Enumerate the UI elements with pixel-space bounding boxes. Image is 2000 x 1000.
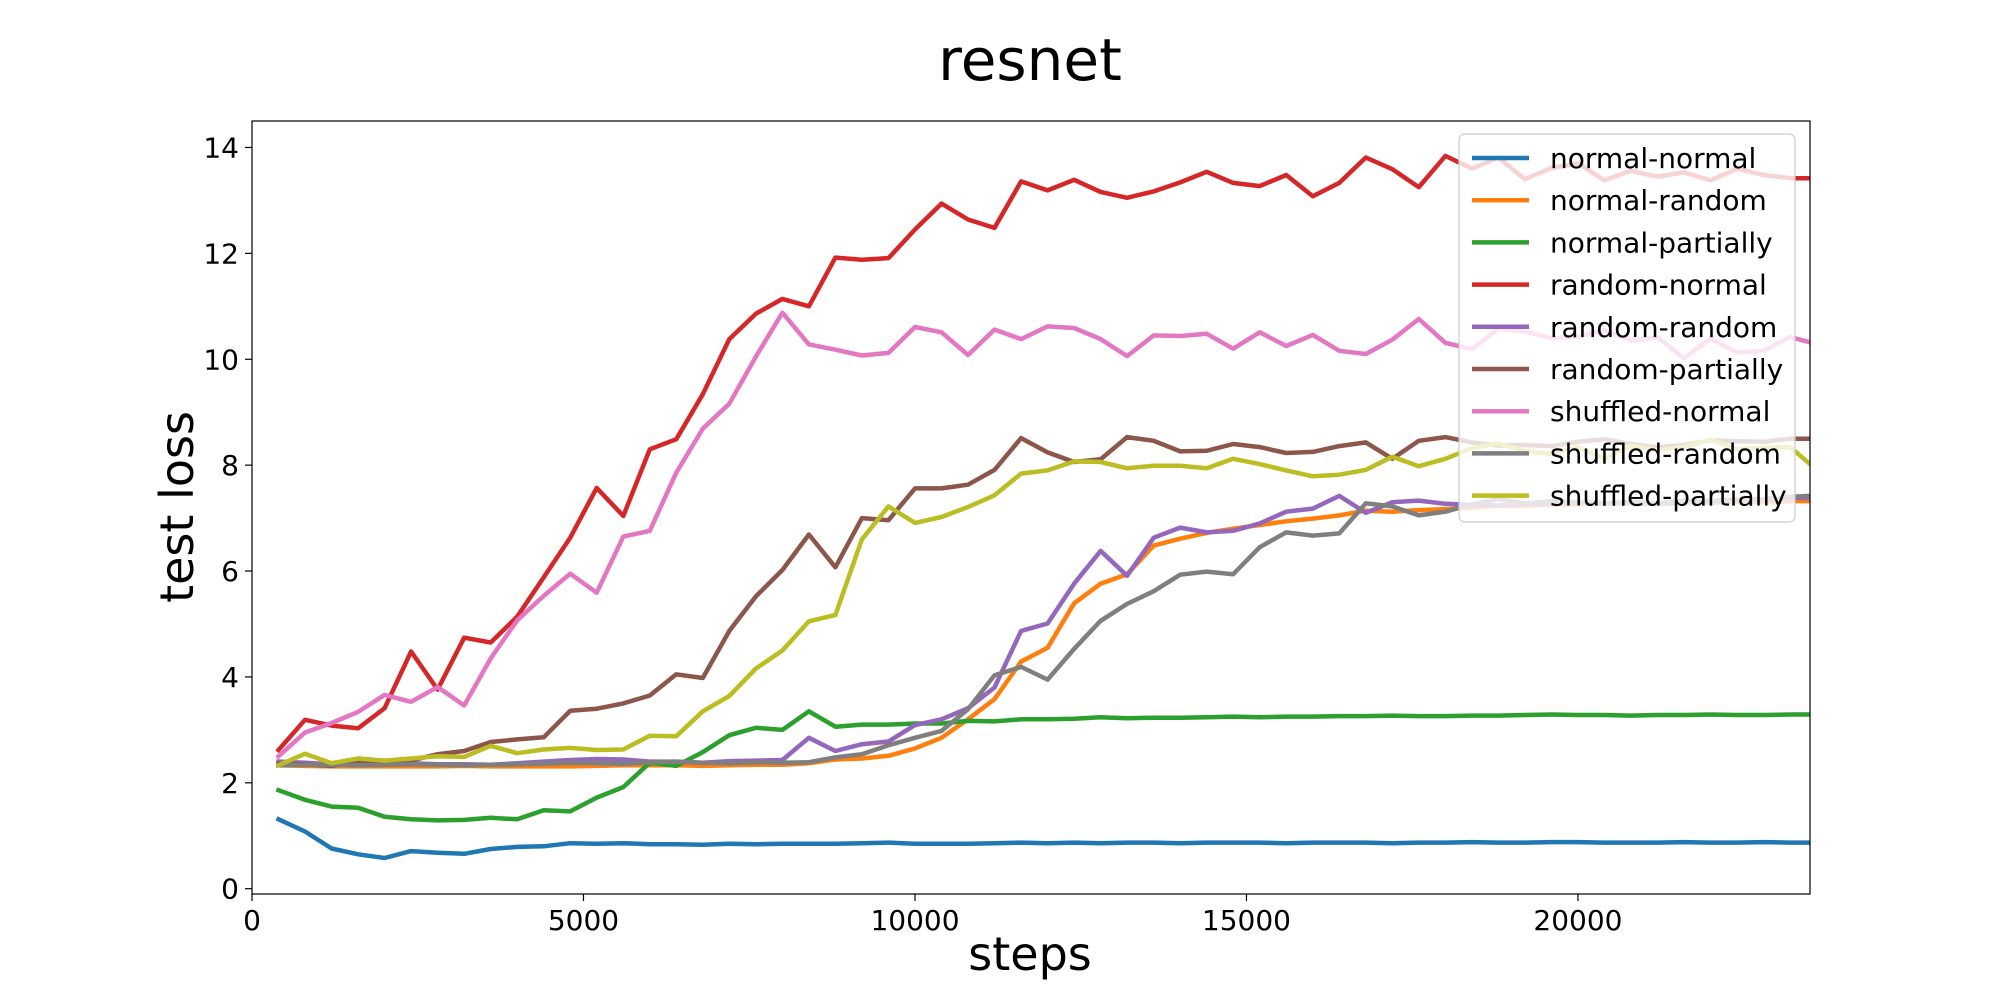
y-tick-label: 4 [221,661,239,694]
x-tick-label: 15000 [1202,904,1291,937]
y-tick-label: 6 [221,555,239,588]
legend-items: normal-normal normal-random normal-partial… [1472,142,1787,513]
x-tick-label: 10000 [870,904,959,937]
y-axis-title: test loss [150,411,204,603]
legend-label-random-normal: random-normal [1550,269,1767,302]
y-tick-label: 8 [221,449,239,482]
series-line-normal-partially [275,709,1810,823]
y-tick-label: 12 [203,237,239,270]
y-tick-label: 14 [203,131,239,164]
legend-label-normal-random: normal-random [1550,184,1767,217]
legend-label-shuffled-normal: shuffled-normal [1550,395,1770,428]
x-axis-title: steps [968,927,1091,981]
legend-box [1458,133,1796,523]
x-tick-label: 5000 [548,904,619,937]
plot-frame [251,120,1811,895]
y-tick-label: 2 [221,767,239,800]
y-axis: 0 2 4 6 8 10 12 14 [203,131,252,906]
legend-label-shuffled-partially: shuffled-partially [1550,480,1787,513]
x-tick-label: 0 [243,904,261,937]
series-line-normal-normal [275,816,1810,861]
legend-label-random-partially: random-partially [1550,353,1783,386]
x-tick-label: 20000 [1533,904,1622,937]
y-tick-label: 10 [203,343,239,376]
legend-label-random-random: random-random [1550,311,1777,344]
chart-title: resnet [938,26,1122,94]
legend-label-shuffled-random: shuffled-random [1550,437,1781,470]
x-axis: 0 5000 10000 15000 20000 [243,894,1622,937]
legend-label-normal-partially: normal-partially [1550,226,1773,259]
y-tick-label: 0 [221,873,239,906]
legend-label-normal-normal: normal-normal [1550,142,1756,175]
legend: normal-normal normal-random normal-partial… [1458,133,1796,523]
